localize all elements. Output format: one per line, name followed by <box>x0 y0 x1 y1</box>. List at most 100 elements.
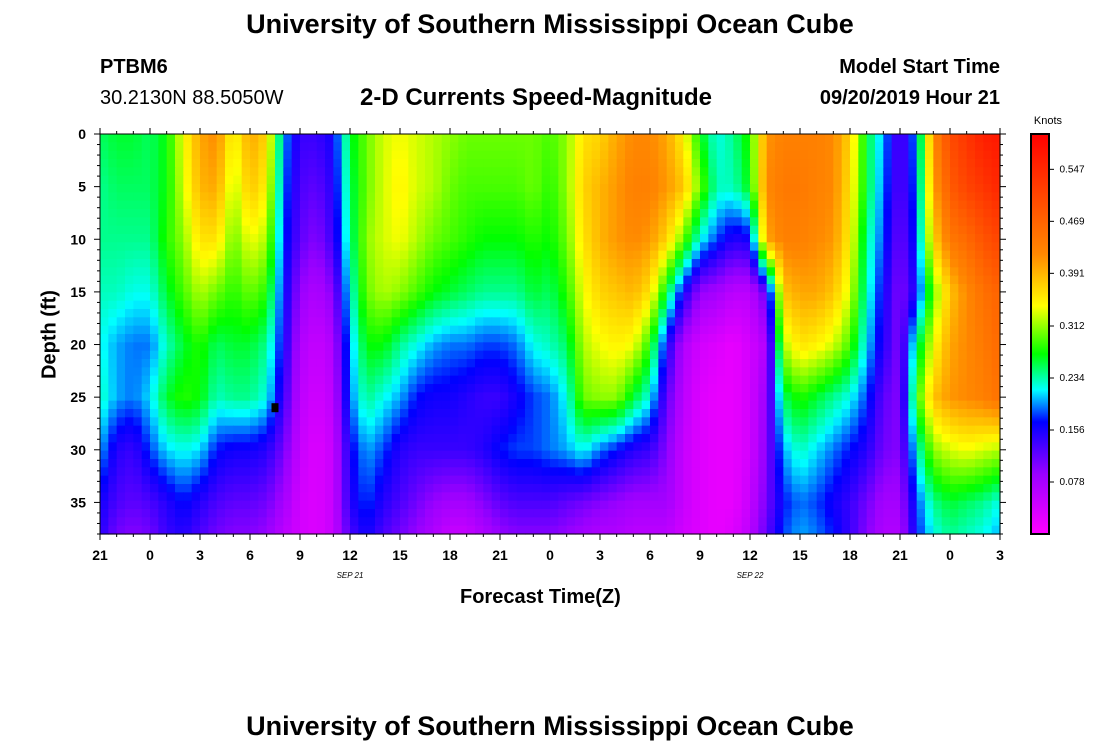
heatmap-cell <box>500 475 509 485</box>
heatmap-cell <box>983 284 993 293</box>
heatmap-cell <box>583 217 593 227</box>
heatmap-cell <box>466 334 476 343</box>
heatmap-cell <box>266 192 276 202</box>
heatmap-cell <box>850 342 859 352</box>
heatmap-cell <box>283 300 293 310</box>
heatmap-cell <box>525 484 534 493</box>
heatmap-cell <box>625 267 634 277</box>
heatmap-cell <box>891 284 901 293</box>
heatmap-cell <box>450 167 459 177</box>
heatmap-cell <box>641 450 651 460</box>
heatmap-cell <box>741 484 751 493</box>
heatmap-cell <box>575 267 584 277</box>
heatmap-cell <box>116 384 126 393</box>
heatmap-cell <box>116 275 126 285</box>
heatmap-cell <box>191 292 201 302</box>
heatmap-cell <box>833 142 843 152</box>
heatmap-cell <box>341 134 351 143</box>
heatmap-cell <box>916 442 926 452</box>
heatmap-cell <box>900 292 909 302</box>
heatmap-cell <box>883 159 893 168</box>
heatmap-cell <box>200 392 209 402</box>
heatmap-cell <box>291 417 301 427</box>
heatmap-cell <box>708 450 718 460</box>
heatmap-cell <box>275 317 284 327</box>
heatmap-cell <box>625 225 634 235</box>
heatmap-cell <box>133 450 143 460</box>
heatmap-cell <box>758 175 768 185</box>
heatmap-cell <box>683 475 693 485</box>
heatmap-cell <box>283 409 293 418</box>
heatmap-cell <box>708 417 718 427</box>
heatmap-cell <box>633 242 643 252</box>
heatmap-cell <box>850 317 859 327</box>
heatmap-cell <box>958 292 968 302</box>
heatmap-cell <box>916 325 926 335</box>
heatmap-cell <box>400 375 409 385</box>
heatmap-cell <box>200 150 209 160</box>
heatmap-cell <box>191 192 201 202</box>
heatmap-cell <box>250 217 259 227</box>
heatmap-cell <box>200 517 209 527</box>
heatmap-cell <box>941 500 951 510</box>
heatmap-cell <box>125 225 134 235</box>
heatmap-cell <box>183 509 193 518</box>
heatmap-cell <box>775 250 784 260</box>
heatmap-cell <box>433 459 443 468</box>
heatmap-cell <box>200 509 209 518</box>
heatmap-cell <box>900 300 909 310</box>
heatmap-cell <box>391 292 401 302</box>
heatmap-cell <box>350 259 359 268</box>
heatmap-cell <box>558 167 568 177</box>
heatmap-cell <box>791 284 801 293</box>
heatmap-cell <box>233 325 243 335</box>
heatmap-cell <box>141 217 151 227</box>
heatmap-cell <box>375 150 384 160</box>
heatmap-cell <box>325 192 334 202</box>
heatmap-cell <box>658 317 668 327</box>
heatmap-cell <box>208 192 218 202</box>
heatmap-cell <box>550 484 559 493</box>
heatmap-cell <box>733 175 743 185</box>
heatmap-cell <box>141 242 151 252</box>
heatmap-cell <box>833 309 843 318</box>
heatmap-cell <box>525 309 534 318</box>
heatmap-cell <box>208 450 218 460</box>
heatmap-cell <box>333 317 343 327</box>
heatmap-cell <box>900 284 909 293</box>
heatmap-cell <box>641 292 651 302</box>
heatmap-cell <box>983 409 993 418</box>
heatmap-cell <box>783 192 793 202</box>
heatmap-cell <box>350 342 359 352</box>
heatmap-cell <box>366 275 376 285</box>
heatmap-cell <box>758 309 768 318</box>
heatmap-cell <box>808 267 818 277</box>
heatmap-cell <box>383 209 393 218</box>
heatmap-cell <box>700 284 709 293</box>
heatmap-cell <box>425 142 434 152</box>
heatmap-cell <box>950 192 959 202</box>
heatmap-cell <box>500 350 509 360</box>
heatmap-cell <box>241 375 251 385</box>
heatmap-cell <box>366 417 376 427</box>
heatmap-cell <box>700 134 709 143</box>
heatmap-cell <box>216 275 226 285</box>
heatmap-cell <box>458 509 468 518</box>
heatmap-cell <box>650 509 659 518</box>
heatmap-cell <box>433 284 443 293</box>
heatmap-cell <box>216 392 226 402</box>
heatmap-cell <box>841 234 851 243</box>
heatmap-cell <box>958 425 968 435</box>
heatmap-cell <box>500 184 509 193</box>
heatmap-cell <box>433 192 443 202</box>
heatmap-cell <box>283 209 293 218</box>
heatmap-cell <box>341 317 351 327</box>
heatmap-cell <box>316 317 326 327</box>
heatmap-cell <box>650 450 659 460</box>
heatmap-cell <box>908 275 918 285</box>
heatmap-cell <box>525 292 534 302</box>
heatmap-cell <box>116 250 126 260</box>
heatmap-cell <box>308 275 318 285</box>
heatmap-cell <box>883 492 893 502</box>
heatmap-cell <box>666 150 676 160</box>
